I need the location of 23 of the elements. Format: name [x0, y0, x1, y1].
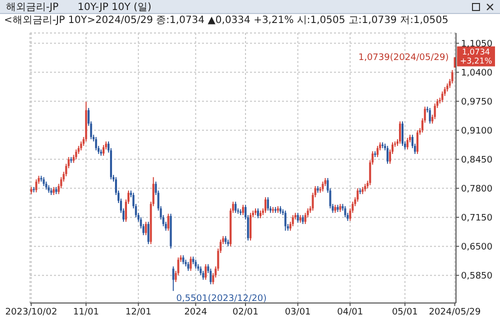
y-tick-label: 0,6500 [461, 242, 493, 253]
y-tick-label: 0,8450 [461, 155, 493, 166]
y-tick-label: 0,7150 [461, 214, 493, 224]
y-tick-label: 1,0400 [461, 68, 493, 78]
x-tick-label: 2024 [184, 307, 208, 318]
x-tick-label: 2024/05/29 [428, 307, 481, 318]
y-tick-label: 0,5850 [461, 272, 493, 282]
y-tick-label: 0,9750 [461, 97, 493, 108]
chart-title: 해외금리-JP 10Y-JP 10Y (일) [6, 0, 152, 14]
annotation: 1,0739(2024/05/29) [358, 53, 449, 64]
x-tick-label: 05/01 [392, 307, 418, 318]
text: 1,0734 [462, 47, 490, 56]
text: +3,21% [460, 56, 492, 66]
x-tick-label: 03/01 [284, 307, 311, 318]
annotation: 0,5501(2023/12/20) [176, 294, 267, 304]
x-tick-label: 02/01 [232, 307, 258, 318]
x-tick-label: 12/01 [125, 307, 152, 318]
y-tick-label: 0,7800 [461, 184, 493, 194]
y-tick-label: 0,9100 [461, 126, 493, 136]
x-tick-label: 04/01 [337, 307, 364, 318]
x-tick-label: 2023/10/02 [5, 307, 58, 318]
chart-subtitle: <해외금리-JP 10Y>2024/05/29 종:1,0734 ▲0,0334 +3,21% 시:1,0505 고:1,0739 저:1,0505 [3, 14, 450, 27]
x-tick-label: 11/01 [73, 307, 100, 318]
